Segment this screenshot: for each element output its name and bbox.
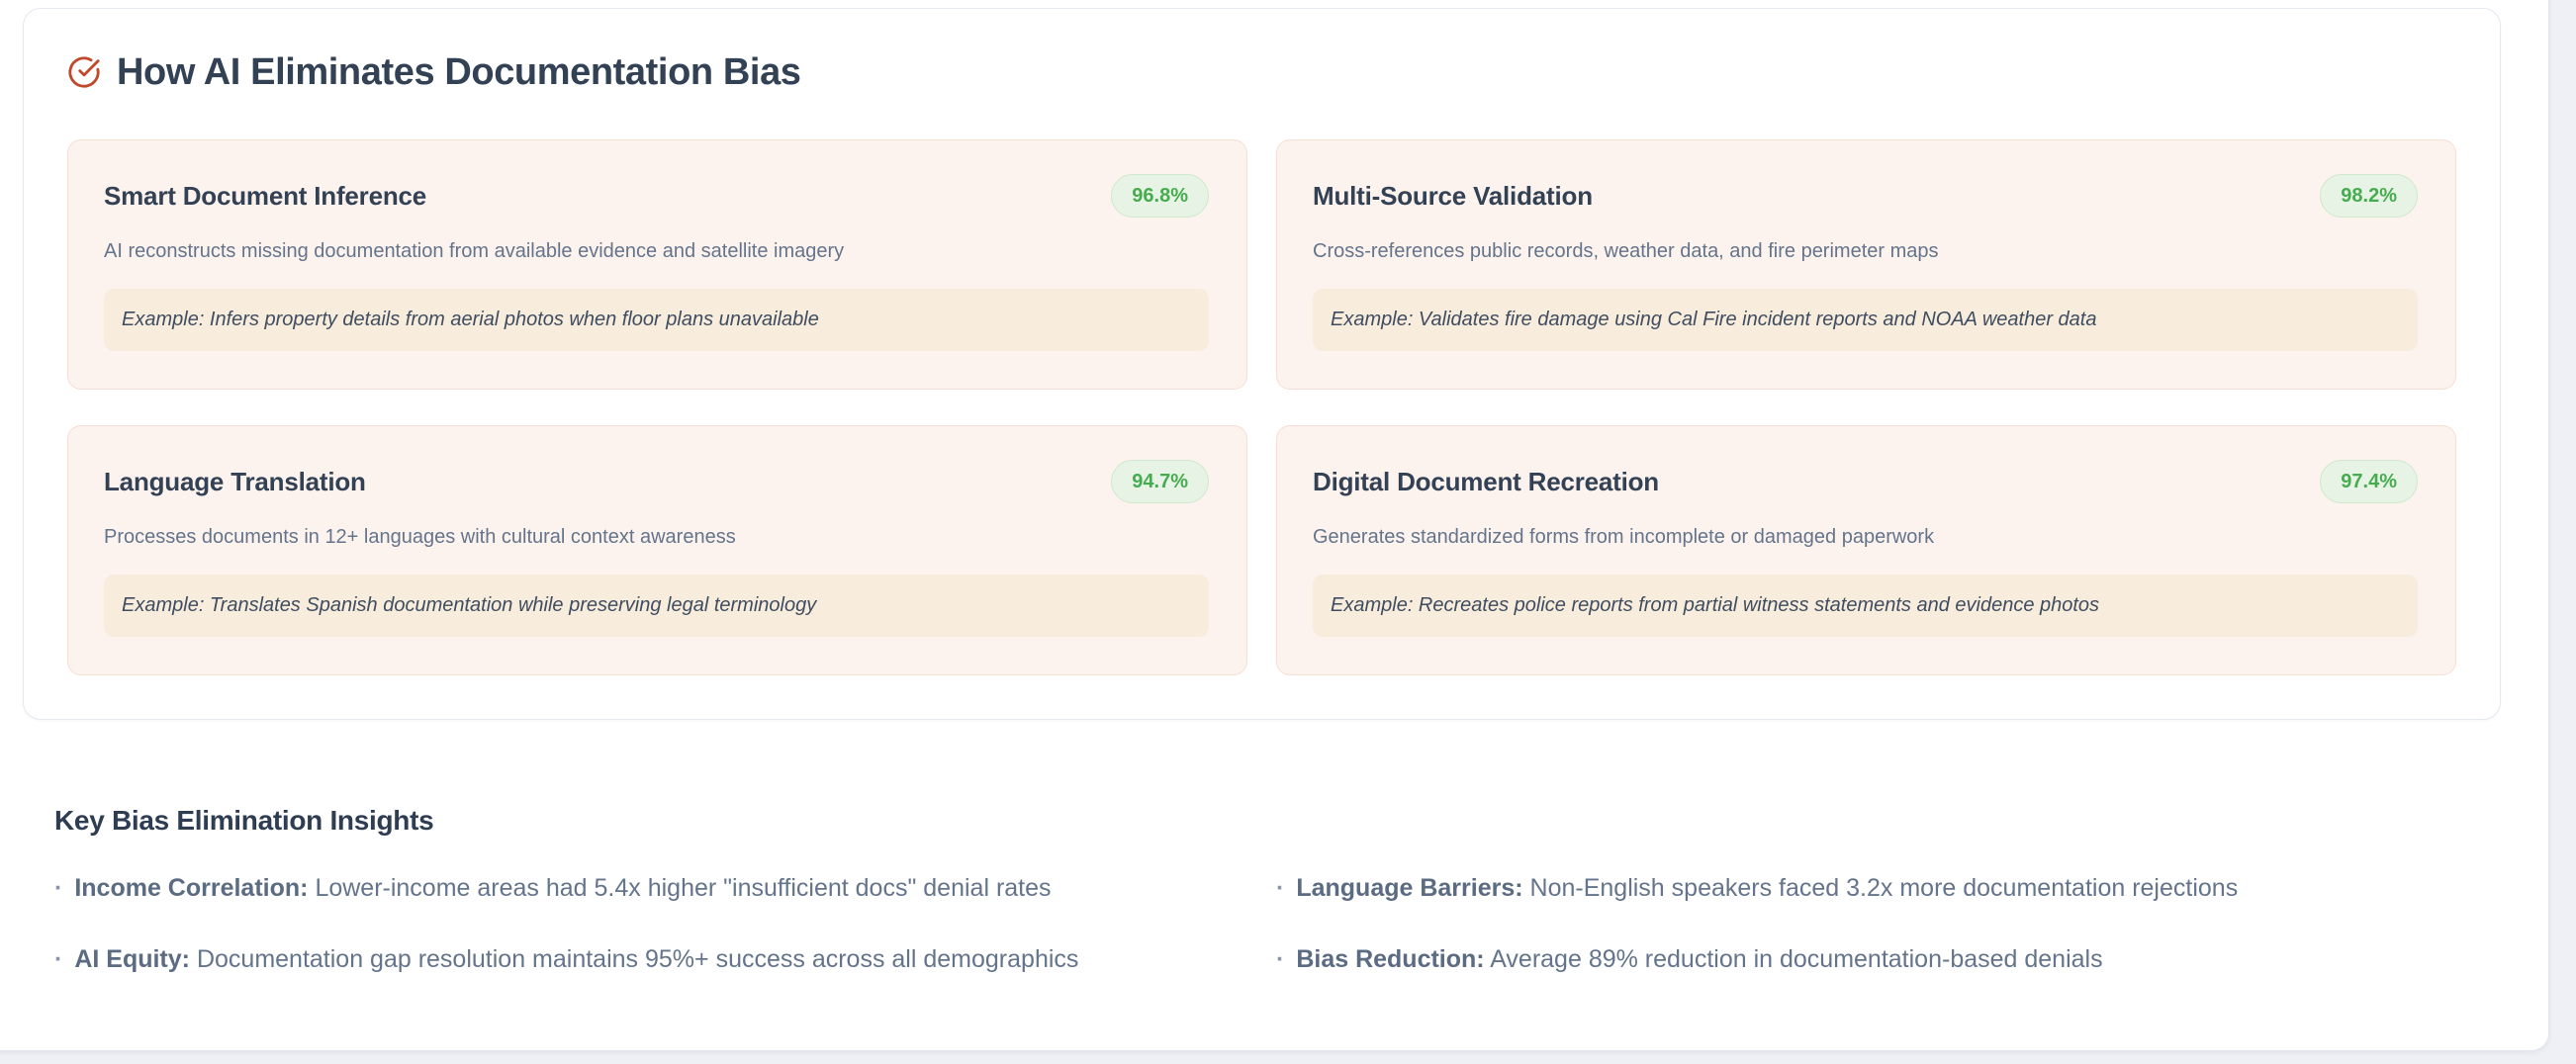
bullet-icon (54, 874, 74, 902)
method-card-smart-document-inference: Smart Document Inference 96.8% AI recons… (67, 139, 1247, 390)
bullet-icon (54, 945, 74, 973)
card-header: Digital Document Recreation 97.4% (1313, 460, 2418, 503)
card-description: Processes documents in 12+ languages wit… (104, 526, 736, 548)
insight-label: Language Barriers: (1296, 874, 1523, 902)
insight-ai-equity: AI Equity: Documentation gap resolution … (54, 943, 1276, 975)
card-header: Language Translation 94.7% (104, 460, 1209, 503)
card-title: Multi-Source Validation (1313, 181, 1593, 211)
check-circle-icon (67, 55, 101, 89)
insight-label: Bias Reduction: (1296, 945, 1485, 973)
accuracy-badge: 96.8% (1111, 174, 1209, 218)
ai-bias-panel: How AI Eliminates Documentation Bias Sma… (23, 8, 2501, 720)
insight-label: AI Equity: (74, 945, 190, 973)
accuracy-badge: 94.7% (1111, 460, 1209, 503)
insight-text: Average 89% reduction in documentation-b… (1490, 945, 2103, 973)
insights-title: Key Bias Elimination Insights (54, 805, 434, 836)
insight-text: Lower-income areas had 5.4x higher "insu… (315, 874, 1052, 902)
insight-language-barriers: Language Barriers: Non-English speakers … (1276, 872, 2498, 904)
card-title: Digital Document Recreation (1313, 467, 1659, 496)
insight-label: Income Correlation: (74, 874, 309, 902)
card-header: Smart Document Inference 96.8% (104, 174, 1209, 218)
card-description: Cross-references public records, weather… (1313, 240, 1939, 262)
panel-header: How AI Eliminates Documentation Bias (67, 48, 2456, 96)
card-example: Example: Infers property details from ae… (104, 289, 1209, 351)
method-card-multi-source-validation: Multi-Source Validation 98.2% Cross-refe… (1276, 139, 2456, 390)
insight-income-correlation: Income Correlation: Lower-income areas h… (54, 872, 1276, 904)
accuracy-badge: 98.2% (2320, 174, 2418, 218)
page-title: How AI Eliminates Documentation Bias (117, 51, 801, 93)
card-example: Example: Translates Spanish documentatio… (104, 575, 1209, 637)
method-card-digital-document-recreation: Digital Document Recreation 97.4% Genera… (1276, 425, 2456, 675)
card-description: AI reconstructs missing documentation fr… (104, 240, 845, 262)
bullet-icon (1276, 874, 1296, 902)
bullet-icon (1276, 945, 1296, 973)
method-card-language-translation: Language Translation 94.7% Processes doc… (67, 425, 1247, 675)
key-insights-section: Key Bias Elimination Insights Income Cor… (54, 803, 2498, 975)
insights-grid: Income Correlation: Lower-income areas h… (54, 872, 2498, 975)
insight-bias-reduction: Bias Reduction: Average 89% reduction in… (1276, 943, 2498, 975)
card-title: Language Translation (104, 467, 366, 496)
method-cards-grid: Smart Document Inference 96.8% AI recons… (67, 139, 2456, 675)
card-example: Example: Validates fire damage using Cal… (1313, 289, 2418, 351)
card-header: Multi-Source Validation 98.2% (1313, 174, 2418, 218)
insight-text: Non-English speakers faced 3.2x more doc… (1529, 874, 2239, 902)
card-example: Example: Recreates police reports from p… (1313, 575, 2418, 637)
card-title: Smart Document Inference (104, 181, 427, 211)
card-description: Generates standardized forms from incomp… (1313, 526, 1935, 548)
accuracy-badge: 97.4% (2320, 460, 2418, 503)
insight-text: Documentation gap resolution maintains 9… (196, 945, 1079, 973)
